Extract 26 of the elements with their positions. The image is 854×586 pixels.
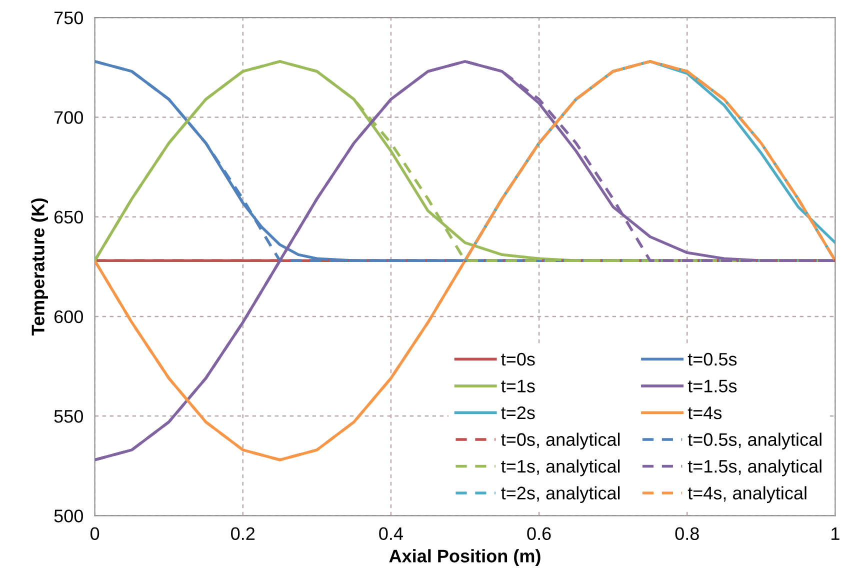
y-tick-label: 750: [54, 12, 83, 24]
legend-label: t=1s, analytical: [501, 459, 620, 476]
legend-label: t=1.5s, analytical: [688, 459, 822, 476]
y-tick-label: 600: [54, 310, 83, 324]
y-tick-label: 650: [54, 210, 83, 224]
x-axis-title: Axial Position (m): [389, 549, 540, 566]
y-tick-label: 500: [54, 510, 83, 522]
legend-label: t=0s: [501, 352, 535, 366]
x-tick-label: 0.2: [231, 527, 255, 540]
legend-label: t=4s: [688, 406, 722, 420]
legend-label: t=0s, analytical: [501, 432, 620, 450]
legend-label: t=1.5s: [688, 380, 737, 392]
y-axis-title: Temperature (K): [31, 198, 48, 336]
y-tick-label: 700: [54, 111, 83, 124]
legend-label: t=2s: [501, 406, 535, 420]
x-tick-label: 1: [832, 527, 840, 540]
legend-label: t=2s, analytical: [501, 486, 620, 504]
legend-label: t=1s: [501, 380, 535, 392]
x-tick-label: 0.8: [675, 527, 699, 540]
legend-label: t=0.5s, analytical: [688, 432, 822, 450]
legend-label: t=0.5s: [688, 352, 737, 366]
x-tick-label: 0: [90, 527, 100, 540]
y-tick-label: 550: [54, 410, 83, 423]
x-tick-label: 0.6: [527, 527, 551, 540]
x-tick-label: 0.4: [379, 527, 403, 540]
legend-label: t=4s, analytical: [688, 486, 806, 504]
